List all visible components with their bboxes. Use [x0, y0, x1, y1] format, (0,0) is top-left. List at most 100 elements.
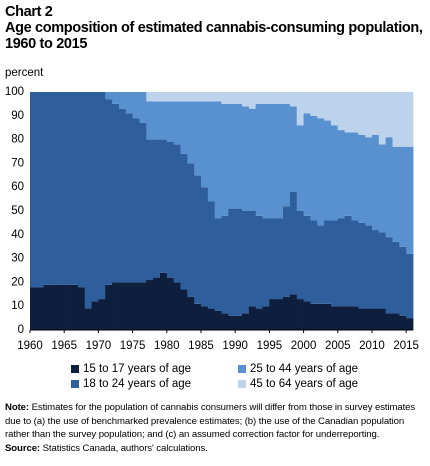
area-segment [139, 282, 147, 330]
area-segment [194, 303, 202, 330]
area-segment [324, 303, 332, 330]
area-segment [283, 206, 291, 297]
area-segment [351, 306, 359, 330]
area-segment [242, 92, 250, 107]
area-segment [248, 92, 257, 109]
area-segment [385, 237, 393, 314]
area-segment [43, 92, 51, 285]
area-segment [30, 92, 38, 288]
area-segment [194, 92, 202, 102]
area-segment [378, 144, 387, 233]
area-segment [200, 92, 209, 102]
x-tick-label: 2000 [291, 340, 317, 352]
area-segment [289, 92, 298, 107]
area-segment [180, 92, 188, 102]
y-tick-label: 0 [18, 324, 24, 336]
area-segment [173, 144, 181, 283]
area-segment [337, 218, 346, 307]
area-segment [255, 308, 263, 330]
area-segment [159, 101, 168, 140]
area-segment [365, 137, 373, 226]
area-segment [337, 92, 346, 131]
area-segment [77, 287, 86, 330]
area-segment [173, 101, 181, 145]
area-segment [207, 308, 216, 330]
area-segment [50, 284, 58, 330]
area-segment [228, 208, 236, 316]
area-segment [303, 301, 311, 330]
area-segment [276, 92, 284, 104]
area-segment [255, 103, 263, 216]
source-label: Source: [5, 442, 41, 454]
area-segment [98, 92, 106, 300]
area-segment [392, 92, 400, 147]
area-segment [255, 215, 263, 309]
area-segment [187, 296, 195, 330]
area-segment [235, 208, 243, 316]
area-segment [84, 308, 92, 330]
area-segment [57, 92, 65, 285]
legend-swatch [71, 365, 79, 373]
area-segment [303, 113, 311, 216]
area-segment [132, 118, 140, 283]
area-segment [91, 92, 99, 302]
area-segment [132, 282, 140, 330]
area-segment [153, 101, 161, 140]
area-segment [228, 315, 236, 330]
y-axis-label: percent [5, 67, 44, 79]
area-segment [385, 92, 393, 138]
area-segment [358, 222, 366, 309]
y-tick-label: 50 [11, 205, 24, 217]
area-segment [221, 92, 229, 104]
area-segment [248, 306, 257, 330]
area-segment [105, 99, 113, 285]
area-segment [371, 230, 380, 309]
area-segment [365, 92, 373, 138]
area-segment [358, 134, 366, 223]
area-segment [139, 122, 147, 283]
area-segment [262, 218, 270, 307]
y-tick-label: 40 [11, 229, 24, 241]
area-segment [105, 284, 113, 330]
legend-label: 18 to 24 years of age [83, 378, 191, 390]
area-segment [262, 306, 270, 330]
area-segment [221, 215, 229, 314]
area-segment [269, 92, 277, 104]
area-segment [235, 315, 243, 330]
area-segment [166, 277, 175, 330]
x-tick-label: 2005 [325, 340, 351, 352]
area-segment [406, 318, 414, 330]
header: Chart 2 Age composition of estimated can… [5, 4, 427, 52]
area-segment [344, 92, 352, 133]
area-segment [365, 225, 373, 309]
area-segment [146, 280, 154, 330]
legend-swatch [71, 380, 79, 388]
area-segment [71, 92, 79, 285]
area-segment [214, 310, 222, 330]
legend-label: 15 to 17 years of age [83, 363, 191, 375]
area-segment [146, 101, 154, 140]
legend-label: 25 to 44 years of age [250, 363, 358, 375]
area-segment [371, 308, 380, 330]
area-segment [153, 277, 161, 330]
x-tick-label: 2010 [359, 340, 385, 352]
area-segment [36, 287, 45, 330]
area-segment [146, 92, 154, 102]
area-segment [228, 92, 236, 104]
area-segment [221, 103, 229, 216]
area-segment [146, 139, 154, 281]
area-segment [276, 218, 284, 300]
area-segment [180, 153, 188, 290]
area-segment [289, 106, 298, 192]
area-segment [392, 146, 400, 242]
source: Statistics Canada, authors' calculations… [42, 442, 208, 454]
legend-swatch [238, 380, 246, 388]
area-segment [371, 92, 380, 135]
area-segment [269, 299, 277, 330]
area-segment [235, 92, 243, 104]
x-tick-label: 1960 [17, 340, 43, 352]
area-segment [262, 103, 270, 219]
y-tick-label: 80 [11, 134, 24, 146]
area-segment [358, 92, 366, 135]
x-tick-label: 1990 [222, 340, 248, 352]
